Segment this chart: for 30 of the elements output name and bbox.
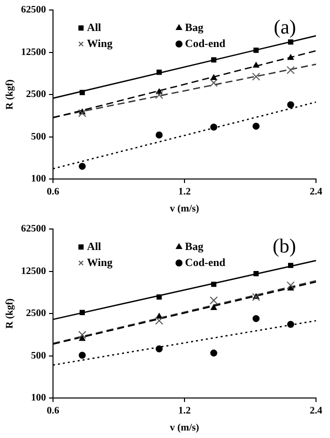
y-tick-label: 500 (31, 350, 46, 362)
legend-label: Wing (87, 256, 113, 269)
legend-label: Cod-end (185, 256, 226, 269)
annotation: (a) (274, 16, 296, 38)
x-tick-label: 2.4 (310, 406, 322, 417)
x-tick-label: 1.2 (178, 186, 191, 198)
legend-label: Bag (185, 240, 204, 253)
legend-label: All (87, 22, 102, 34)
x-tick-label: 0.6 (46, 186, 60, 198)
legend-label: All (87, 240, 102, 253)
y-tick-label: 100 (31, 392, 46, 404)
legend-label: Cod-end (185, 38, 226, 50)
x-axis-title: v (m/s) (170, 422, 200, 434)
y-tick-label: 12500 (21, 266, 46, 277)
y-tick-label: 2500 (26, 89, 46, 100)
legend-label: Bag (185, 22, 204, 34)
legend-label: Wing (87, 38, 113, 50)
y-tick-label: 62500 (21, 4, 46, 16)
x-tick-label: 1.2 (178, 406, 191, 417)
x-tick-label: 0.6 (46, 406, 60, 417)
y-axis-title: R (kgf) (4, 79, 16, 110)
y-tick-label: 2500 (26, 308, 46, 320)
x-axis-title: v (m/s) (170, 204, 200, 215)
y-tick-label: 100 (31, 174, 46, 185)
annotation: (b) (272, 235, 296, 258)
y-tick-label: 62500 (21, 224, 46, 235)
y-axis-title: R (kgf) (4, 298, 16, 329)
y-tick-label: 500 (31, 131, 46, 142)
y-tick-label: 12500 (21, 46, 46, 58)
x-tick-label: 2.4 (310, 186, 322, 198)
